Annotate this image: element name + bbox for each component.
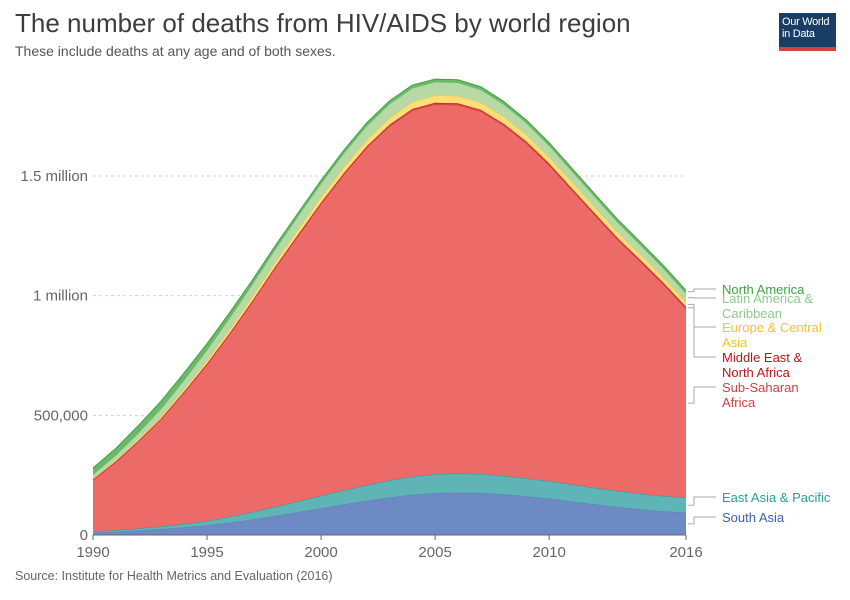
legend-label: North America [722,282,805,297]
legend-label: Sub-Saharan [722,380,799,395]
legend-connector [688,307,716,358]
legend-item[interactable]: Middle East &North Africa [688,307,803,380]
legend-connector [688,496,716,506]
owid-logo[interactable]: Our World in Data [779,13,836,51]
logo-line-1: Our World [782,16,830,28]
legend-label: Latin America & [722,291,813,306]
legend-label: Africa [722,395,756,410]
legend-label: North Africa [722,365,791,380]
legend-item[interactable]: East Asia & Pacific [688,490,831,506]
x-tick-label: 2016 [669,544,702,561]
area-east-asia-pacific[interactable] [93,473,686,533]
x-tick-label: 1990 [76,544,109,561]
y-axis: 0 500,000 1 million 1.5 million [20,168,88,544]
legend-label: South Asia [722,510,785,525]
logo-line-2: in Data [782,28,815,40]
legend-item[interactable]: South Asia [688,510,785,525]
legend-label: Asia [722,335,748,350]
y-tick-label: 0 [80,527,88,544]
legend-label: Middle East & [722,350,803,365]
source-note: Source: Institute for Health Metrics and… [15,569,333,583]
chart-title: The number of deaths from HIV/AIDS by wo… [15,8,631,38]
series-line [92,78,687,469]
legend-label: Caribbean [722,306,782,321]
legend-label: East Asia & Pacific [722,490,831,505]
legend-label: Europe & Central [722,320,822,335]
area-sub-saharan-africa[interactable] [93,104,686,532]
x-tick-label: 2010 [532,544,565,561]
x-tick-label: 2005 [418,544,451,561]
area-south-asia[interactable] [93,492,686,535]
legend-connector [688,386,716,404]
legend-connector [688,516,716,525]
area-series [92,78,687,535]
legend-item[interactable]: North America [688,282,805,297]
x-tick-label: 2000 [304,544,337,561]
legend-item[interactable]: Latin America &Caribbean [688,291,813,321]
chart-subtitle: These include deaths at any age and of b… [15,43,336,59]
y-tick-label: 500,000 [34,407,88,424]
y-tick-label: 1 million [33,288,88,305]
y-tick-label: 1.5 million [20,168,88,185]
x-tick-label: 1995 [190,544,223,561]
x-axis: 1990 1995 2000 2005 2010 2016 [76,534,703,561]
legend-connector [688,288,716,293]
